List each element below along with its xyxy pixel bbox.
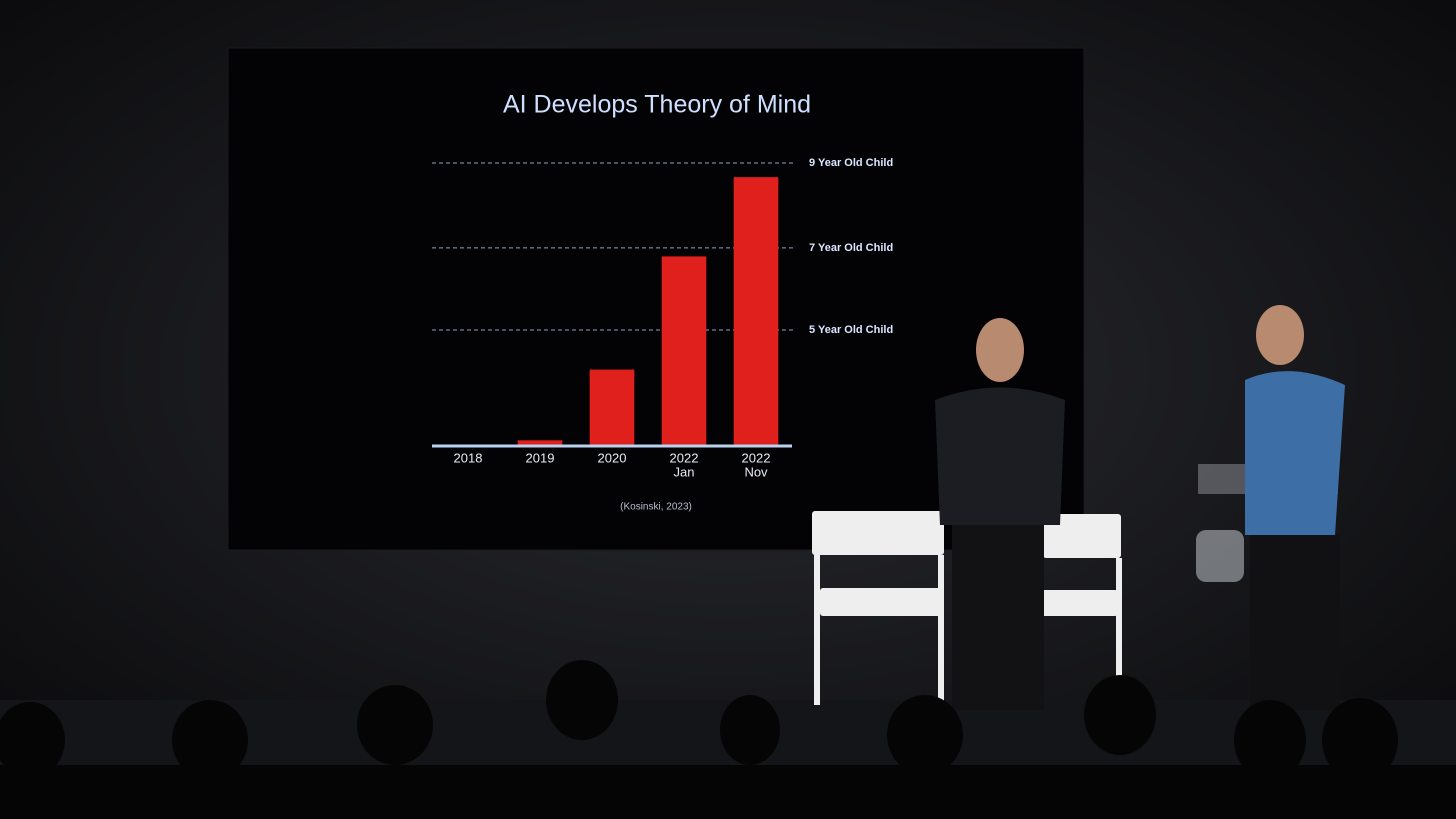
bar (589, 369, 635, 446)
x-tick-label: 2019 (526, 450, 555, 465)
reference-label: 7 Year Old Child (809, 242, 893, 254)
x-tick-label: 2020 (598, 450, 627, 465)
bar (733, 177, 779, 446)
presenter-right (1245, 305, 1345, 710)
reference-label: 9 Year Old Child (809, 157, 893, 169)
chart-title: AI Develops Theory of Mind (503, 91, 811, 119)
reference-label: 5 Year Old Child (809, 324, 893, 336)
source-note: (Kosinski, 2023) (620, 502, 692, 513)
x-tick-label: Nov (744, 464, 768, 479)
x-tick-label: 2022 (742, 450, 771, 465)
x-tick-label: Jan (674, 464, 695, 479)
slide-chart: AI Develops Theory of Mind (Kosinski, 20… (432, 91, 893, 513)
x-tick-label: 2018 (454, 450, 483, 465)
presenter-center (935, 318, 1065, 710)
bar (661, 256, 707, 446)
x-tick-label: 2022 (670, 450, 699, 465)
bar (517, 440, 563, 446)
audience (0, 660, 1456, 819)
